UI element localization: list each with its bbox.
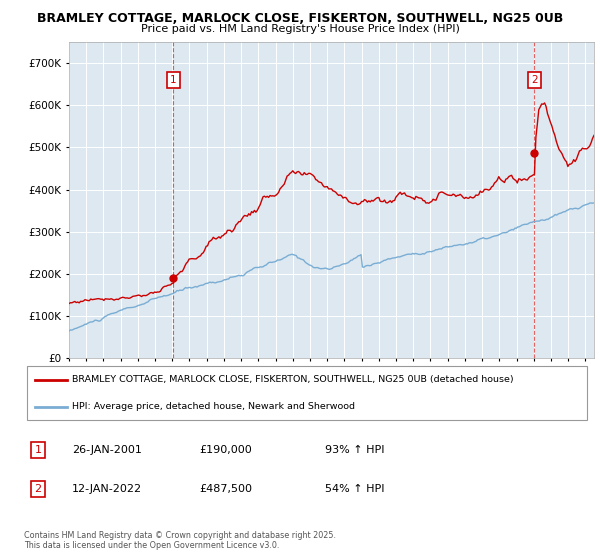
FancyBboxPatch shape (27, 366, 587, 421)
Text: 1: 1 (170, 75, 177, 85)
Text: Contains HM Land Registry data © Crown copyright and database right 2025.
This d: Contains HM Land Registry data © Crown c… (24, 531, 336, 550)
Text: £190,000: £190,000 (200, 445, 253, 455)
Text: HPI: Average price, detached house, Newark and Sherwood: HPI: Average price, detached house, Newa… (72, 403, 355, 412)
Text: 93% ↑ HPI: 93% ↑ HPI (325, 445, 384, 455)
Text: BRAMLEY COTTAGE, MARLOCK CLOSE, FISKERTON, SOUTHWELL, NG25 0UB: BRAMLEY COTTAGE, MARLOCK CLOSE, FISKERTO… (37, 12, 563, 25)
Text: 12-JAN-2022: 12-JAN-2022 (72, 484, 142, 494)
Text: 2: 2 (531, 75, 538, 85)
Text: 54% ↑ HPI: 54% ↑ HPI (325, 484, 384, 494)
Text: 26-JAN-2001: 26-JAN-2001 (72, 445, 142, 455)
Text: 2: 2 (35, 484, 42, 494)
Text: £487,500: £487,500 (200, 484, 253, 494)
Text: BRAMLEY COTTAGE, MARLOCK CLOSE, FISKERTON, SOUTHWELL, NG25 0UB (detached house): BRAMLEY COTTAGE, MARLOCK CLOSE, FISKERTO… (72, 375, 514, 384)
Text: Price paid vs. HM Land Registry's House Price Index (HPI): Price paid vs. HM Land Registry's House … (140, 24, 460, 34)
Text: 1: 1 (35, 445, 41, 455)
